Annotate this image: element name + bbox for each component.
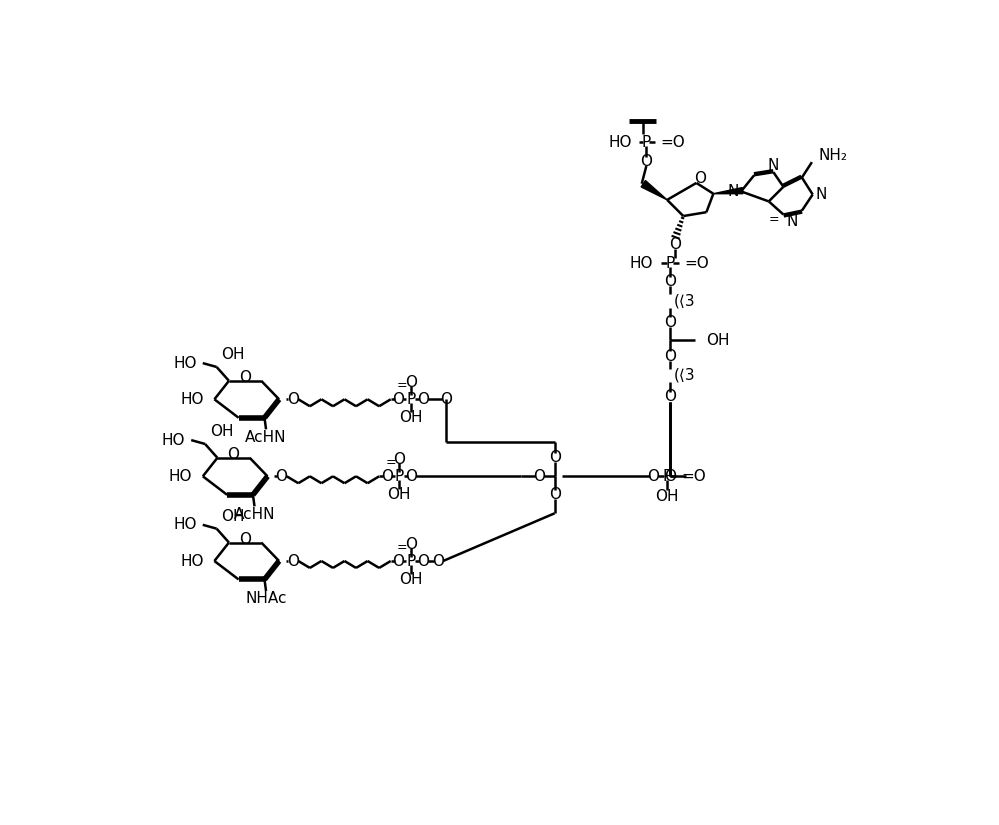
Text: (⟨3: (⟨3 [674, 368, 695, 383]
Text: O: O [405, 375, 417, 390]
Text: HO: HO [173, 356, 197, 370]
Text: NHAc: NHAc [246, 592, 287, 606]
Text: P: P [407, 554, 416, 568]
Text: O: O [664, 469, 676, 483]
Text: O: O [287, 554, 299, 568]
Text: N: N [727, 184, 738, 199]
Text: O: O [287, 392, 299, 407]
Text: OH: OH [221, 347, 245, 362]
Text: O: O [664, 389, 676, 404]
Text: O: O [381, 469, 393, 483]
Text: O: O [239, 532, 251, 547]
Text: AcHN: AcHN [246, 430, 287, 445]
Text: N: N [786, 214, 798, 229]
Text: HO: HO [609, 134, 632, 149]
Text: O: O [239, 370, 251, 385]
Text: P: P [662, 469, 671, 483]
Text: P: P [641, 134, 651, 149]
Text: N: N [767, 158, 779, 173]
Text: OH: OH [655, 489, 679, 504]
Text: O: O [548, 488, 560, 502]
Text: O: O [441, 392, 453, 407]
Text: =O: =O [685, 256, 709, 271]
Text: =: = [397, 540, 408, 554]
Text: O: O [664, 274, 676, 289]
Text: P: P [395, 469, 404, 483]
Text: O: O [228, 447, 240, 462]
Text: HO: HO [629, 256, 653, 271]
Text: OH: OH [399, 572, 423, 587]
Text: =: = [397, 379, 408, 392]
Text: HO: HO [173, 517, 197, 532]
Text: P: P [407, 392, 416, 407]
Text: O: O [647, 469, 659, 483]
Text: =: = [769, 213, 779, 225]
Text: OH: OH [706, 332, 730, 347]
Text: OH: OH [210, 424, 233, 439]
Text: O: O [664, 315, 676, 330]
Text: O: O [276, 469, 288, 483]
Text: O: O [417, 554, 429, 568]
Text: HO: HO [180, 392, 204, 407]
Text: O: O [533, 469, 545, 483]
Text: O: O [393, 554, 405, 568]
Text: AcHN: AcHN [234, 507, 276, 521]
Text: OH: OH [388, 488, 411, 502]
Text: P: P [665, 256, 675, 271]
Text: HO: HO [169, 469, 192, 483]
Text: O: O [640, 154, 652, 169]
Text: OH: OH [399, 410, 423, 425]
Text: =O: =O [681, 469, 706, 483]
Text: HO: HO [162, 432, 185, 448]
Text: O: O [694, 171, 706, 186]
Text: (⟨3: (⟨3 [674, 293, 695, 309]
Text: O: O [405, 536, 417, 552]
Text: O: O [669, 237, 681, 252]
Text: HO: HO [180, 554, 204, 568]
Text: O: O [393, 392, 405, 407]
Text: =O: =O [660, 134, 685, 149]
Text: N: N [816, 187, 827, 202]
Polygon shape [713, 187, 743, 194]
Text: =: = [386, 456, 396, 469]
Text: NH₂: NH₂ [819, 148, 848, 163]
Text: O: O [548, 450, 560, 465]
Text: O: O [406, 469, 418, 483]
Text: OH: OH [221, 509, 245, 524]
Text: O: O [664, 349, 676, 364]
Polygon shape [641, 181, 667, 200]
Text: O: O [433, 554, 445, 568]
Text: O: O [417, 392, 429, 407]
Text: O: O [394, 452, 406, 467]
